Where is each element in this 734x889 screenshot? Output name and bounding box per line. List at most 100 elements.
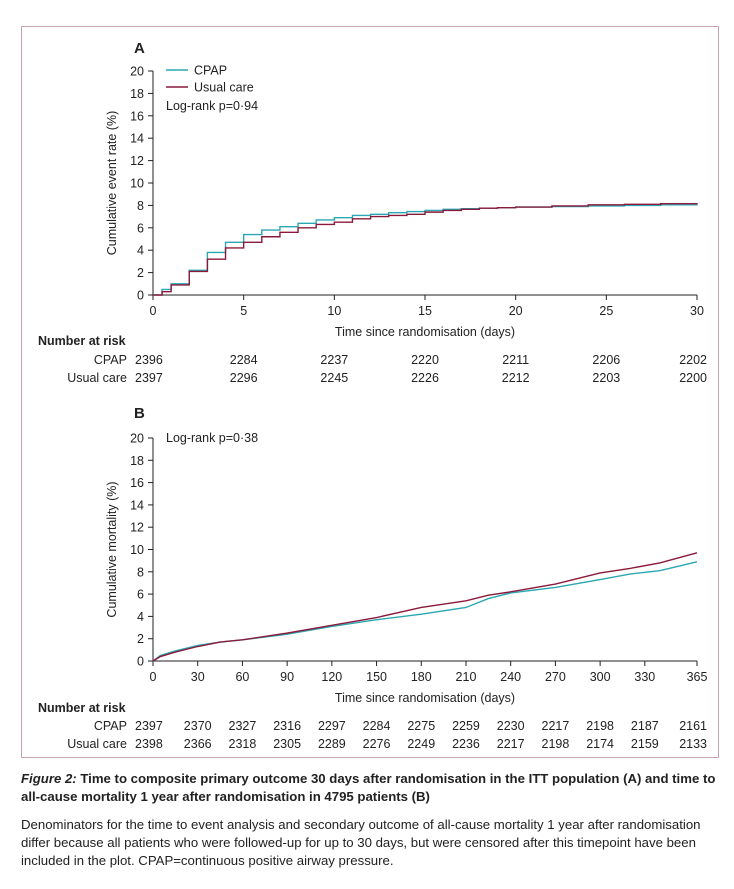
panel-a-legend-label-usual-care: Usual care	[194, 81, 254, 95]
panel-a-x-tick-label: 15	[418, 304, 432, 318]
panel-b-x-axis-label: Time since randomisation (days)	[335, 691, 515, 705]
panel-b-series-usual-care	[152, 552, 698, 662]
panel-b-risk-value: 2370	[184, 719, 212, 733]
panel-a-risk-value: 2296	[230, 371, 258, 385]
panel-b-risk-value: 2198	[542, 737, 570, 751]
panel-b-y-tick-label: 8	[137, 565, 144, 579]
panel-b-risk-value: 2259	[452, 719, 480, 733]
panel-b-risk-table-header: Number at risk	[38, 701, 126, 715]
panel-b-risk-row-label: Usual care	[67, 737, 127, 751]
panel-a-y-tick-label: 6	[137, 221, 144, 235]
panel-b-y-tick-label: 4	[137, 610, 144, 624]
panel-a-x-tick-label: 30	[690, 304, 704, 318]
panel-a-legend-label-cpap: CPAP	[194, 64, 227, 78]
panel-b-x-tick-label: 210	[456, 670, 477, 684]
panel-b-y-tick-label: 12	[130, 521, 144, 535]
panel-a-risk-row-label: Usual care	[67, 371, 127, 385]
panel-b-risk-value: 2297	[318, 719, 346, 733]
panel-a-risk-value: 2220	[411, 353, 439, 367]
panel-b-risk-value: 2398	[135, 737, 163, 751]
panel-b-y-tick-label: 10	[130, 543, 144, 557]
panel-b-x-tick-label: 120	[321, 670, 342, 684]
panel-a-risk-value: 2397	[135, 371, 163, 385]
panel-b-risk-value: 2161	[679, 719, 707, 733]
panel-b-risk-value: 2249	[407, 737, 435, 751]
panel-b-y-tick-label: 2	[137, 632, 144, 646]
panel-b-x-tick-label: 0	[150, 670, 157, 684]
panel-b-risk-value: 2327	[229, 719, 257, 733]
panel-a-risk-row-label: CPAP	[94, 353, 127, 367]
panel-b-risk-value: 2198	[586, 719, 614, 733]
panel-a-risk-value: 2237	[320, 353, 348, 367]
panel-a-y-tick-label: 10	[130, 177, 144, 191]
panel-b-risk-value: 2187	[631, 719, 659, 733]
figure-caption-title: Figure 2: Time to composite primary outc…	[21, 770, 721, 806]
panel-b-logrank-annotation: Log-rank p=0·38	[166, 431, 258, 445]
panel-b-x-tick-label: 60	[235, 670, 249, 684]
panel-a-y-tick-label: 12	[130, 154, 144, 168]
panel-b-label: B	[134, 405, 145, 422]
panel-a-logrank-annotation: Log-rank p=0·94	[166, 99, 258, 113]
panel-a-y-tick-label: 2	[137, 266, 144, 280]
panel-b-risk-value: 2174	[586, 737, 614, 751]
panel-b-risk-value: 2276	[363, 737, 391, 751]
panel-a-risk-value: 2203	[592, 371, 620, 385]
panel-b-risk-value: 2366	[184, 737, 212, 751]
panel-a-x-tick-label: 0	[150, 304, 157, 318]
panel-b-risk-value: 2236	[452, 737, 480, 751]
panel-b-x-tick-label: 300	[590, 670, 611, 684]
panel-b-y-tick-label: 20	[130, 432, 144, 446]
panel-a-x-axis-label: Time since randomisation (days)	[335, 325, 515, 339]
panel-b-x-tick-label: 30	[191, 670, 205, 684]
panel-a-y-tick-label: 4	[137, 244, 144, 258]
panel-b-x-tick-label: 90	[280, 670, 294, 684]
panel-b-x-tick-label: 330	[634, 670, 655, 684]
panel-a-risk-value: 2211	[502, 353, 529, 367]
panel-b-x-tick-label: 365	[687, 670, 708, 684]
panel-a-y-tick-label: 0	[137, 289, 144, 303]
panel-b-y-axis-label: Cumulative mortality (%)	[105, 481, 119, 617]
panel-b-risk-value: 2289	[318, 737, 346, 751]
panel-a-y-axis-label: Cumulative event rate (%)	[105, 111, 119, 256]
panel-b-y-tick-label: 16	[130, 476, 144, 490]
panel-b-risk-value: 2217	[542, 719, 570, 733]
panel-a-y-tick-label: 14	[130, 132, 144, 146]
panel-a-series-cpap	[153, 204, 698, 296]
panel-b-series-cpap	[152, 561, 698, 662]
panel-b-y-tick-label: 14	[130, 498, 144, 512]
figure-caption-body: Denominators for the time to event analy…	[21, 817, 701, 868]
panel-b-risk-value: 2133	[679, 737, 707, 751]
panel-a-risk-value: 2396	[135, 353, 163, 367]
panel-a-risk-value: 2202	[679, 353, 707, 367]
panel-a-y-tick-label: 20	[130, 65, 144, 79]
panel-b-risk-row-label: CPAP	[94, 719, 127, 733]
panel-b-y-tick-label: 0	[137, 655, 144, 669]
panel-a-x-tick-label: 5	[240, 304, 247, 318]
panel-b-risk-value: 2275	[407, 719, 435, 733]
panel-a-risk-value: 2212	[502, 371, 530, 385]
panel-a-x-tick-label: 20	[509, 304, 523, 318]
panel-a-series-usual-care	[153, 203, 698, 296]
panel-a-risk-value: 2284	[230, 353, 258, 367]
panel-b-x-tick-label: 270	[545, 670, 566, 684]
panel-a-x-tick-label: 25	[599, 304, 613, 318]
panel-b-x-tick-label: 180	[411, 670, 432, 684]
panel-b-risk-value: 2318	[229, 737, 257, 751]
panel-a-y-tick-label: 8	[137, 199, 144, 213]
panel-b-risk-value: 2159	[631, 737, 659, 751]
panel-b-risk-value: 2316	[273, 719, 301, 733]
figure-label: Figure 2:	[21, 771, 77, 786]
panel-b-x-tick-label: 150	[366, 670, 387, 684]
panel-b-risk-value: 2230	[497, 719, 525, 733]
caption-title-text: Time to composite primary outcome 30 day…	[21, 771, 716, 804]
panel-b-y-tick-label: 6	[137, 588, 144, 602]
panel-a-risk-value: 2226	[411, 371, 439, 385]
panel-b-y-tick-label: 18	[130, 454, 144, 468]
panel-a-risk-value: 2245	[320, 371, 348, 385]
panel-a-risk-value: 2206	[592, 353, 620, 367]
panel-a-y-tick-label: 16	[130, 109, 144, 123]
panel-b-risk-value: 2397	[135, 719, 163, 733]
panel-b-risk-value: 2217	[497, 737, 525, 751]
panel-b-risk-value: 2305	[273, 737, 301, 751]
